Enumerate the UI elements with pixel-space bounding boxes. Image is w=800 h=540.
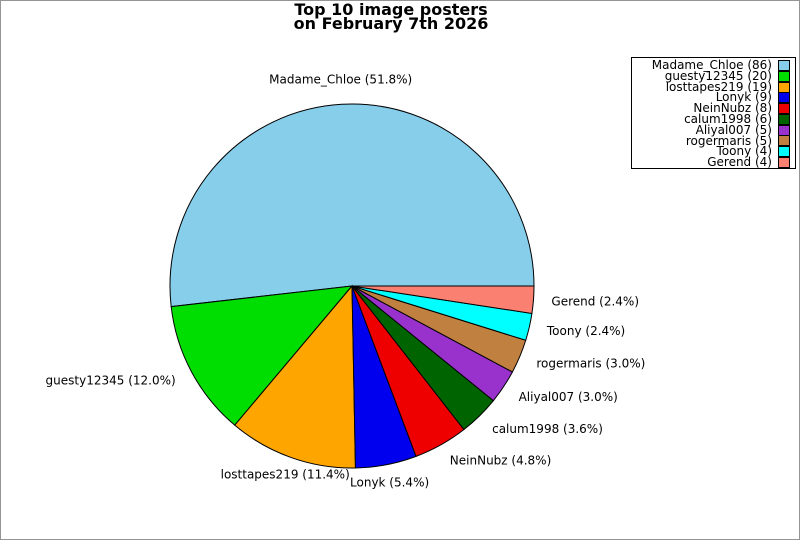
- slice-label-Gerend: Gerend (2.4%): [551, 294, 639, 308]
- legend-label-Lonyk: Lonyk (9): [715, 90, 772, 105]
- legend-label-guesty12345: guesty12345 (20): [664, 68, 772, 83]
- legend-swatch-Gerend: [778, 157, 790, 169]
- legend-label-Aliyal007: Aliyal007 (5): [695, 122, 772, 137]
- legend-row-Gerend: Gerend (4): [634, 155, 790, 170]
- legend-row-rogermaris: rogermaris (5): [634, 133, 790, 148]
- legend-label-Toony: Toony (4): [716, 144, 773, 159]
- slice-label-Madame_Chloe: Madame_Chloe (51.8%): [269, 72, 412, 86]
- legend: Madame_Chloe (86) guesty12345 (20) losttap…: [631, 57, 796, 169]
- legend-row-Toony: Toony (4): [634, 144, 790, 159]
- legend-swatch-Aliyal007: [778, 124, 790, 136]
- legend-row-losttapes219: losttapes219 (19): [634, 79, 790, 94]
- legend-label-Madame_Chloe: Madame_Chloe (86): [651, 58, 772, 72]
- legend-label-losttapes219: losttapes219 (19): [665, 79, 772, 94]
- slice-label-rogermaris: rogermaris (3.0%): [536, 357, 645, 371]
- pie-slice-Madame_Chloe: [169, 103, 535, 308]
- legend-row-calum1998: calum1998 (6): [634, 111, 790, 126]
- legend-label-Gerend: Gerend (4): [707, 155, 772, 170]
- pie-slice-Gerend: [351, 285, 535, 315]
- legend-swatch-guesty12345: [778, 70, 790, 82]
- legend-row-Lonyk: Lonyk (9): [634, 90, 790, 105]
- legend-row-Aliyal007: Aliyal007 (5): [634, 122, 790, 137]
- chart-title-line1: Top 10 image posters: [294, 0, 488, 19]
- slice-label-losttapes219: losttapes219 (11.4%): [221, 468, 350, 482]
- legend-swatch-Toony: [778, 146, 790, 158]
- slice-label-Aliyal007: Aliyal007 (3.0%): [519, 390, 618, 404]
- legend-swatch-calum1998: [778, 113, 790, 125]
- pie-slice-guesty12345: [170, 285, 354, 426]
- legend-label-rogermaris: rogermaris (5): [685, 133, 772, 148]
- legend-row-Madame_Chloe: Madame_Chloe (86): [634, 58, 790, 72]
- slice-label-Lonyk: Lonyk (5.4%): [350, 476, 429, 490]
- pie-slice-losttapes219: [234, 284, 356, 469]
- legend-row-guesty12345: guesty12345 (20): [634, 68, 790, 83]
- slice-label-NeinNubz: NeinNubz (4.8%): [450, 454, 551, 468]
- slice-label-guesty12345: guesty12345 (12.0%): [46, 374, 176, 388]
- legend-row-NeinNubz: NeinNubz (8): [634, 101, 790, 116]
- legend-swatch-Lonyk: [778, 92, 790, 104]
- legend-swatch-NeinNubz: [778, 103, 790, 115]
- legend-swatch-Madame_Chloe: [778, 59, 790, 71]
- legend-label-NeinNubz: NeinNubz (8): [693, 101, 772, 116]
- slice-label-calum1998: calum1998 (3.6%): [492, 422, 603, 436]
- chart-title-line2: on February 7th 2026: [293, 14, 489, 33]
- legend-label-calum1998: calum1998 (6): [684, 111, 772, 126]
- legend-swatch-rogermaris: [778, 135, 790, 147]
- legend-swatch-losttapes219: [778, 81, 790, 93]
- slice-label-Toony: Toony (2.4%): [546, 324, 625, 338]
- chart-title: Top 10 image posters on February 7th 202…: [1, 0, 781, 33]
